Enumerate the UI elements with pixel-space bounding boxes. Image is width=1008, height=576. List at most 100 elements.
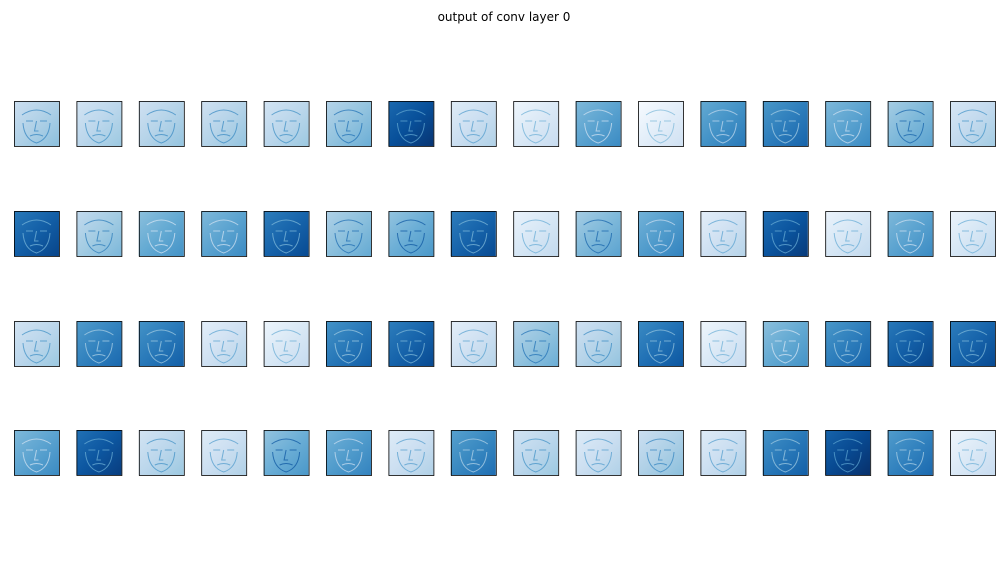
face-edge-pattern (520, 109, 551, 144)
panel-frame (638, 101, 684, 147)
face-edge-pattern (708, 109, 738, 144)
face-edge-pattern (957, 438, 988, 473)
face-edge-pattern (957, 109, 988, 144)
feature-map-panel (700, 321, 747, 367)
feature-map-panel (638, 211, 684, 257)
panel-frame (138, 101, 185, 147)
feature-map-panel (887, 211, 934, 257)
face-edge-pattern (146, 219, 177, 254)
feature-map-panel (887, 430, 934, 476)
panel-frame (950, 321, 996, 367)
feature-map-panel (76, 211, 123, 257)
face-edge-pattern (645, 109, 676, 144)
panel-frame (14, 321, 60, 367)
panel-frame (887, 211, 934, 257)
feature-map-panel (76, 430, 123, 476)
feature-map-panel (263, 211, 310, 257)
feature-map-panel (138, 101, 185, 147)
face-edge-pattern (708, 438, 738, 473)
face-edge-pattern (271, 219, 301, 254)
feature-map-panel (138, 321, 185, 367)
face-edge-pattern (21, 219, 52, 254)
feature-map-panel (14, 430, 60, 476)
panel-frame (326, 211, 372, 257)
feature-map-panel (700, 211, 747, 257)
feature-map-panel (575, 430, 622, 476)
feature-map-panel (450, 430, 497, 476)
feature-map-panel (950, 101, 996, 147)
feature-map-panel (388, 321, 435, 367)
face-edge-pattern (583, 219, 613, 254)
panel-frame (263, 211, 310, 257)
panel-frame (138, 430, 185, 476)
panel-frame (14, 430, 60, 476)
face-edge-pattern (146, 438, 177, 473)
feature-map-panel (201, 430, 248, 476)
panel-frame (326, 101, 372, 147)
feature-map-panel (138, 430, 185, 476)
feature-map-panel (950, 430, 996, 476)
feature-map-panel (825, 211, 872, 257)
face-edge-pattern (21, 438, 52, 473)
face-edge-pattern (396, 329, 426, 364)
panel-frame (76, 430, 123, 476)
panel-frame (825, 430, 872, 476)
feature-map-panel (201, 211, 248, 257)
feature-map-panel (76, 321, 123, 367)
face-edge-pattern (832, 438, 863, 473)
panel-frame (513, 430, 560, 476)
face-edge-pattern (458, 219, 489, 254)
feature-map-panel (450, 321, 497, 367)
panel-frame (513, 101, 560, 147)
panel-frame (575, 321, 622, 367)
panel-frame (76, 211, 123, 257)
face-edge-pattern (770, 438, 801, 473)
panel-frame (700, 101, 747, 147)
face-edge-pattern (895, 438, 925, 473)
panel-frame (263, 430, 310, 476)
figure-title: output of conv layer 0 (437, 10, 571, 24)
face-edge-pattern (333, 109, 364, 144)
face-edge-pattern (708, 329, 738, 364)
face-edge-pattern (458, 109, 489, 144)
face-edge-pattern (583, 438, 613, 473)
panel-frame (326, 430, 372, 476)
panel-frame (762, 211, 809, 257)
face-edge-pattern (645, 219, 676, 254)
feature-map-panel (513, 211, 560, 257)
panel-frame (263, 321, 310, 367)
panel-frame (700, 430, 747, 476)
face-edge-pattern (84, 329, 114, 364)
feature-map-panel (762, 211, 809, 257)
feature-map-panel (263, 101, 310, 147)
feature-map-panel (825, 321, 872, 367)
feature-map-panel (887, 321, 934, 367)
feature-map-panel (762, 430, 809, 476)
panel-frame (14, 211, 60, 257)
feature-map-panel (638, 430, 684, 476)
panel-frame (138, 211, 185, 257)
face-edge-pattern (708, 219, 738, 254)
face-edge-pattern (84, 219, 114, 254)
panel-frame (388, 101, 435, 147)
panel-frame (887, 321, 934, 367)
panel-frame (450, 211, 497, 257)
feature-map-panel (638, 101, 684, 147)
face-edge-pattern (208, 329, 239, 364)
feature-map-panel (450, 101, 497, 147)
face-edge-pattern (271, 329, 301, 364)
feature-map-panel (513, 430, 560, 476)
face-edge-pattern (895, 219, 925, 254)
feature-map-panel (700, 430, 747, 476)
panel-frame (450, 430, 497, 476)
feature-map-panel (638, 321, 684, 367)
feature-map-panel (575, 211, 622, 257)
face-edge-pattern (957, 219, 988, 254)
panel-frame (762, 430, 809, 476)
face-edge-pattern (458, 438, 489, 473)
panel-frame (950, 101, 996, 147)
panel-frame (700, 211, 747, 257)
face-edge-pattern (396, 438, 426, 473)
panel-frame (638, 211, 684, 257)
